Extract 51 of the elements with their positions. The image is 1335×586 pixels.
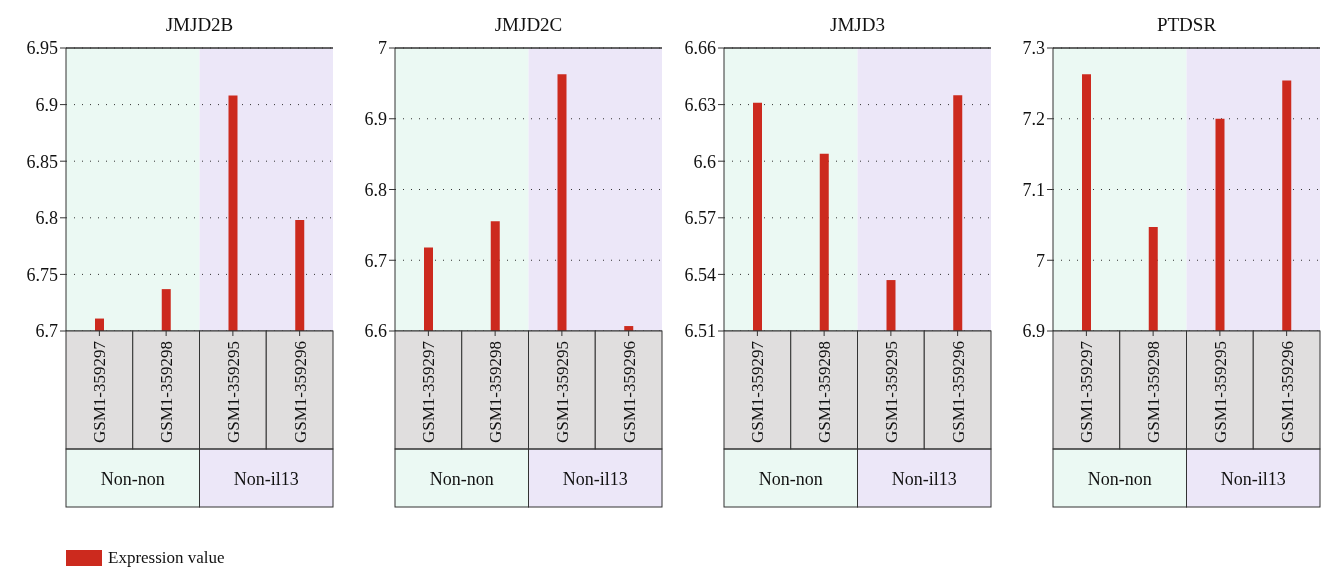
y-tick-label: 6.6: [693, 151, 716, 172]
y-tick-label: 6.7: [364, 250, 387, 271]
x-tick-label: GSM1-359295: [881, 340, 901, 443]
y-tick-label: 6.85: [26, 151, 58, 172]
x-tick-label: GSM1-359296: [290, 340, 310, 443]
y-tick-label: 6.8: [35, 208, 58, 229]
x-tick-label: GSM1-359295: [552, 340, 572, 443]
legend-label: Expression value: [108, 548, 225, 568]
x-tick-label: GSM1-359298: [1144, 340, 1164, 443]
y-tick-label: 7: [1036, 250, 1045, 271]
chart-title: PTDSR: [1155, 14, 1218, 36]
y-tick-label: 6.8: [364, 179, 387, 200]
x-tick-label: GSM1-359296: [1277, 340, 1297, 443]
band-label: Non-non: [429, 468, 494, 489]
x-tick-label: GSM1-359297: [1077, 340, 1097, 443]
x-tick-label: GSM1-359297: [90, 340, 110, 443]
chart-title: JMJD2C: [493, 14, 564, 36]
y-tick-label: 6.75: [26, 264, 58, 285]
x-tick-label: GSM1-359298: [486, 340, 506, 443]
band-label: Non-il13: [1220, 468, 1286, 489]
y-tick-label: 6.7: [35, 321, 58, 342]
band-label: Non-il13: [233, 468, 299, 489]
y-tick-label: 7.1: [1022, 179, 1045, 200]
y-tick-label: 7: [378, 38, 387, 59]
y-tick-label: 7.2: [1022, 109, 1045, 130]
x-tick-label: GSM1-359298: [815, 340, 835, 443]
chart-title: JMJD3: [829, 14, 886, 36]
y-tick-label: 6.66: [684, 38, 716, 59]
y-tick-label: 6.57: [684, 208, 716, 229]
y-tick-label: 6.9: [35, 94, 58, 115]
x-tick-label: GSM1-359298: [157, 340, 177, 443]
y-tick-label: 6.51: [684, 321, 716, 342]
y-tick-label: 6.95: [26, 38, 58, 59]
y-tick-label: 6.9: [364, 109, 387, 130]
y-tick-label: 6.9: [1022, 321, 1045, 342]
band-label: Non-non: [758, 468, 823, 489]
band-label: Non-non: [1087, 468, 1152, 489]
band-label: Non-il13: [562, 468, 628, 489]
y-tick-label: 6.63: [684, 94, 716, 115]
y-tick-label: 7.3: [1022, 38, 1045, 59]
x-tick-label: GSM1-359297: [748, 340, 768, 443]
band-label: Non-il13: [891, 468, 957, 489]
x-tick-label: GSM1-359295: [223, 340, 243, 443]
x-tick-label: GSM1-359297: [419, 340, 439, 443]
y-tick-label: 6.54: [684, 264, 716, 285]
y-tick-label: 6.6: [364, 321, 387, 342]
chart-title: JMJD2B: [164, 14, 235, 36]
x-tick-label: GSM1-359295: [1210, 340, 1230, 443]
x-tick-label: GSM1-359296: [948, 340, 968, 443]
x-tick-label: GSM1-359296: [619, 340, 639, 443]
band-label: Non-non: [100, 468, 165, 489]
